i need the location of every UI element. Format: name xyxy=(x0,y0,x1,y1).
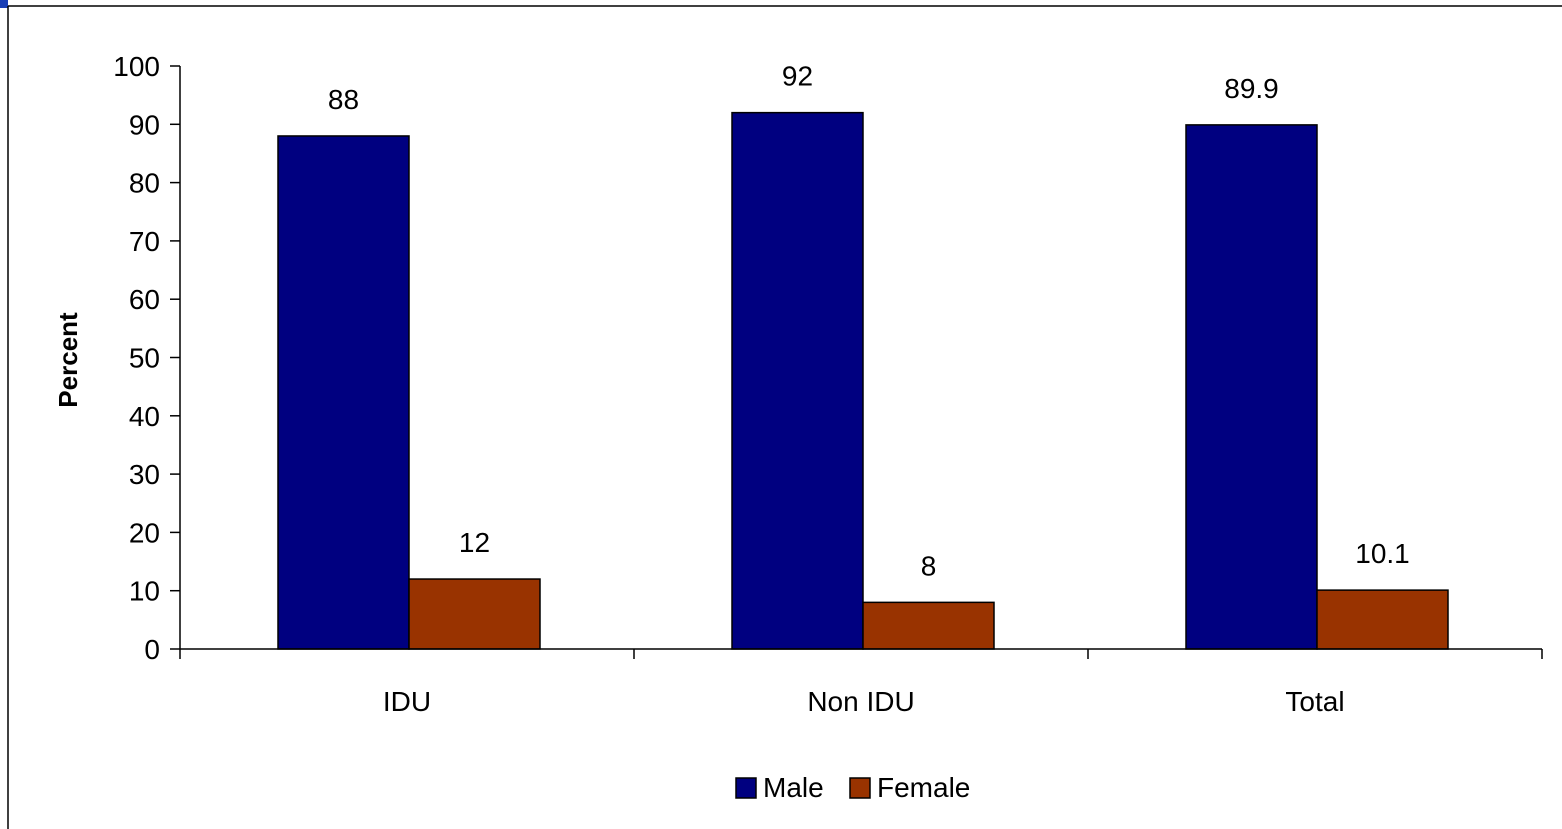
data-labels: 88 12 92 8 89.9 10.1 xyxy=(328,61,1410,582)
data-label: 8 xyxy=(921,550,937,581)
x-tick-label: IDU xyxy=(383,686,431,717)
y-tick-label: 50 xyxy=(129,343,160,374)
y-tick-label: 20 xyxy=(129,517,160,548)
bar-female-total xyxy=(1316,589,1449,650)
legend-swatch-male xyxy=(735,777,757,799)
bar-male-non-idu xyxy=(731,111,864,650)
bar-female-non-idu xyxy=(862,601,995,650)
y-tick-label: 100 xyxy=(113,51,160,82)
x-tick-label: Total xyxy=(1285,686,1344,717)
legend-swatch-female xyxy=(849,777,871,799)
y-tick-label: 60 xyxy=(129,284,160,315)
x-tick-label: Non IDU xyxy=(807,686,914,717)
legend: Male Female xyxy=(735,772,970,803)
corner-accent xyxy=(0,0,8,8)
y-tick-label: 0 xyxy=(144,634,160,665)
y-tick-label: 40 xyxy=(129,401,160,432)
data-label: 92 xyxy=(782,61,813,92)
x-axis: IDU Non IDU Total xyxy=(179,648,1543,717)
data-label: 12 xyxy=(459,527,490,558)
data-label: 89.9 xyxy=(1224,73,1279,104)
data-label: 88 xyxy=(328,84,359,115)
bar-male-total xyxy=(1185,124,1318,650)
data-label: 10.1 xyxy=(1355,538,1410,569)
bars xyxy=(277,111,1449,650)
y-axis-title: Percent xyxy=(53,312,83,408)
y-tick-label: 90 xyxy=(129,109,160,140)
legend-label-female: Female xyxy=(877,772,970,803)
legend-label-male: Male xyxy=(763,772,824,803)
y-tick-label: 80 xyxy=(129,168,160,199)
bar-male-idu xyxy=(277,135,410,650)
bar-female-idu xyxy=(408,578,541,650)
y-tick-label: 70 xyxy=(129,226,160,257)
y-tick-label: 30 xyxy=(129,459,160,490)
y-tick-label: 10 xyxy=(129,576,160,607)
y-axis: 0 10 20 30 40 50 60 70 80 90 100 xyxy=(113,51,181,665)
